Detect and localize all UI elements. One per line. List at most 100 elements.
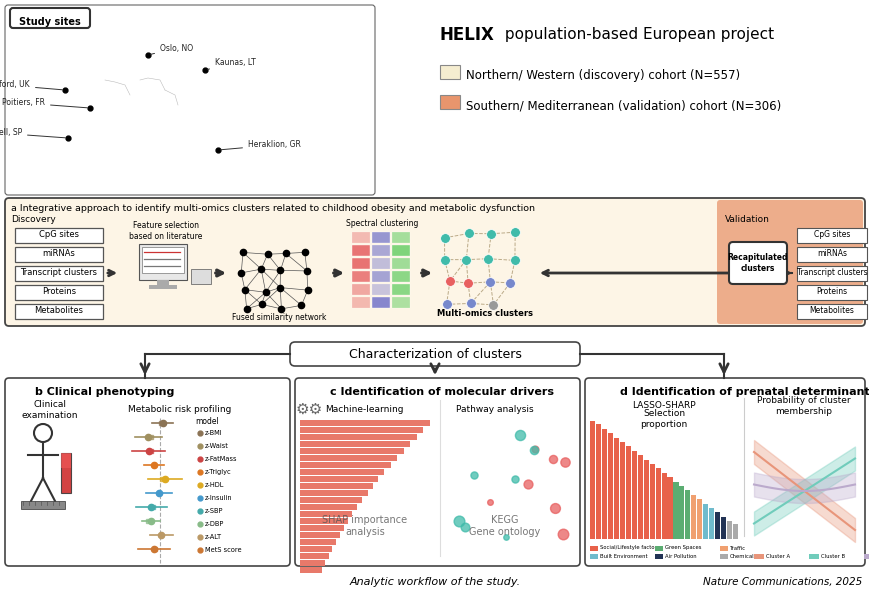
Bar <box>679 531 684 539</box>
Bar <box>372 284 389 295</box>
Bar <box>352 284 369 295</box>
Bar <box>753 554 763 559</box>
Bar <box>139 244 187 280</box>
Text: Validation: Validation <box>724 216 769 225</box>
Bar <box>720 531 726 539</box>
Bar <box>352 297 369 308</box>
Bar <box>667 477 672 531</box>
Text: z-DBP: z-DBP <box>205 521 224 527</box>
FancyBboxPatch shape <box>5 378 289 566</box>
Text: LASSO-SHARP: LASSO-SHARP <box>632 401 695 411</box>
Point <box>520 480 534 489</box>
Bar <box>392 232 409 243</box>
Text: z-ALT: z-ALT <box>205 534 222 540</box>
Bar <box>300 483 373 489</box>
Bar <box>300 560 324 566</box>
Text: CpG sites: CpG sites <box>813 230 849 239</box>
Bar <box>631 531 636 539</box>
Point <box>557 457 571 467</box>
Point <box>547 504 561 513</box>
Bar <box>655 468 660 531</box>
Bar <box>300 427 423 433</box>
FancyBboxPatch shape <box>728 242 786 284</box>
Bar <box>15 228 103 243</box>
Point <box>555 530 569 539</box>
Bar <box>649 531 653 539</box>
Text: Cluster A: Cluster A <box>765 554 789 558</box>
Text: Kaunas, LT: Kaunas, LT <box>208 59 255 69</box>
Text: Northern/ Western (discovery) cohort (N=557): Northern/ Western (discovery) cohort (N=… <box>466 70 740 83</box>
Bar <box>714 531 720 539</box>
Point <box>458 522 472 532</box>
Bar <box>372 245 389 256</box>
Bar <box>660 531 666 539</box>
Polygon shape <box>15 411 225 563</box>
Point <box>546 454 560 464</box>
Text: Discovery: Discovery <box>11 216 56 225</box>
Bar <box>300 511 352 517</box>
Bar <box>440 95 460 109</box>
Text: Nature Communications, 2025: Nature Communications, 2025 <box>702 577 861 587</box>
Point <box>513 430 527 440</box>
Text: Air Pollution: Air Pollution <box>664 554 696 558</box>
Bar <box>637 455 642 531</box>
Text: model: model <box>195 417 218 427</box>
Bar <box>796 285 866 300</box>
Text: z-HDL: z-HDL <box>205 482 224 488</box>
Bar <box>372 258 389 269</box>
Text: Clinical
examination: Clinical examination <box>22 400 78 420</box>
Text: SHAP importance
analysis: SHAP importance analysis <box>322 515 407 537</box>
Bar <box>691 495 695 531</box>
Text: d Identification of prenatal determinants: d Identification of prenatal determinant… <box>620 387 869 397</box>
Bar <box>673 531 678 539</box>
Bar <box>720 554 727 559</box>
Bar <box>595 531 600 539</box>
Bar <box>352 232 369 243</box>
Bar <box>708 531 713 539</box>
Point <box>527 445 541 454</box>
Bar <box>392 271 409 282</box>
Bar <box>685 531 690 539</box>
Text: Heraklion, GR: Heraklion, GR <box>221 141 301 150</box>
Text: Sabadell, SP: Sabadell, SP <box>0 128 65 138</box>
Bar <box>720 517 726 531</box>
Bar <box>733 524 737 531</box>
Bar <box>300 490 368 496</box>
Point <box>482 497 496 506</box>
Text: Machine-learning: Machine-learning <box>325 404 403 414</box>
Polygon shape <box>42 436 95 476</box>
Bar <box>300 455 397 461</box>
Bar <box>654 546 662 551</box>
Text: ⚙⚙: ⚙⚙ <box>295 401 322 417</box>
Bar <box>691 531 695 539</box>
Polygon shape <box>192 513 212 528</box>
Text: Proteins: Proteins <box>42 287 76 297</box>
Polygon shape <box>195 449 220 476</box>
Text: CpG sites: CpG sites <box>39 230 79 239</box>
Bar <box>156 280 169 285</box>
Text: HELIX: HELIX <box>440 26 494 44</box>
Text: KEGG
Gene ontology: KEGG Gene ontology <box>469 515 540 537</box>
Bar <box>61 453 71 493</box>
Text: z-SBP: z-SBP <box>205 508 223 514</box>
Bar <box>589 421 594 531</box>
Bar <box>149 285 176 289</box>
Text: Multi-omics clusters: Multi-omics clusters <box>436 310 533 319</box>
Bar <box>796 228 866 243</box>
Bar <box>655 531 660 539</box>
Bar <box>392 297 409 308</box>
Bar <box>808 554 818 559</box>
Bar <box>372 271 389 282</box>
Bar <box>589 554 597 559</box>
Bar <box>300 497 362 503</box>
Bar <box>654 554 662 559</box>
Bar <box>660 473 666 531</box>
Bar <box>796 266 866 281</box>
Bar <box>300 567 322 573</box>
Text: z-Waist: z-Waist <box>205 443 229 449</box>
Bar <box>673 482 678 531</box>
Bar <box>15 304 103 319</box>
Text: Metabolites: Metabolites <box>809 307 853 316</box>
Bar <box>300 539 336 545</box>
Bar <box>696 499 701 531</box>
